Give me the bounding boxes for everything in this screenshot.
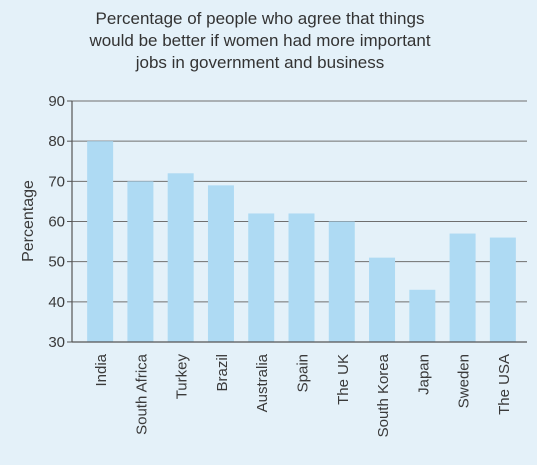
bar-the-usa	[489, 237, 516, 342]
bar-south-africa	[127, 181, 154, 342]
x-tick-labels: India South Africa Turkey Brazil Australia Sp…	[93, 353, 513, 437]
y-tick-label-90: 90	[48, 93, 65, 110]
bars	[87, 141, 516, 342]
x-tick-label-india: India	[93, 353, 110, 386]
bar-india	[87, 141, 114, 342]
bar-sweden	[449, 233, 476, 342]
chart-title-line-1: Percentage of people who agree that thin…	[95, 9, 425, 28]
bar-turkey	[167, 173, 194, 342]
y-tick-label-50: 50	[48, 254, 65, 271]
chart-title-line-3: jobs in government and business	[135, 53, 385, 72]
bar-australia	[248, 213, 275, 342]
y-tick-label-30: 30	[48, 334, 65, 351]
x-tick-label-turkey: Turkey	[174, 354, 191, 400]
x-tick-label-australia: Australia	[254, 353, 271, 412]
x-tick-label-spain: Spain	[295, 354, 312, 392]
x-tick-label-south-africa: South Africa	[133, 353, 150, 435]
chart-title-line-2: would be better if women had more import…	[89, 31, 431, 50]
y-axis-label: Percentage	[20, 180, 37, 262]
x-tick-label-south-korea: South Korea	[375, 353, 392, 437]
x-tick-label-sweden: Sweden	[456, 354, 473, 408]
bar-japan	[409, 289, 436, 342]
y-tick-label-40: 40	[48, 294, 65, 311]
y-tick-label-70: 70	[48, 173, 65, 190]
chart-title: Percentage of people who agree that thin…	[40, 8, 480, 74]
x-tick-label-japan: Japan	[415, 354, 432, 395]
y-tick-label-80: 80	[48, 133, 65, 150]
bar-spain	[288, 213, 315, 342]
bar-the-uk	[328, 221, 355, 342]
axes	[67, 100, 527, 343]
x-tick-label-brazil: Brazil	[214, 354, 231, 392]
x-tick-label-the-usa: The USA	[496, 354, 513, 415]
bar-brazil	[207, 185, 234, 342]
y-tick-labels: 30 40 50 60 70 80 90	[48, 93, 65, 351]
bar-south-korea	[369, 257, 396, 342]
y-tick-label-60: 60	[48, 214, 65, 231]
x-tick-label-the-uk: The UK	[335, 354, 352, 405]
